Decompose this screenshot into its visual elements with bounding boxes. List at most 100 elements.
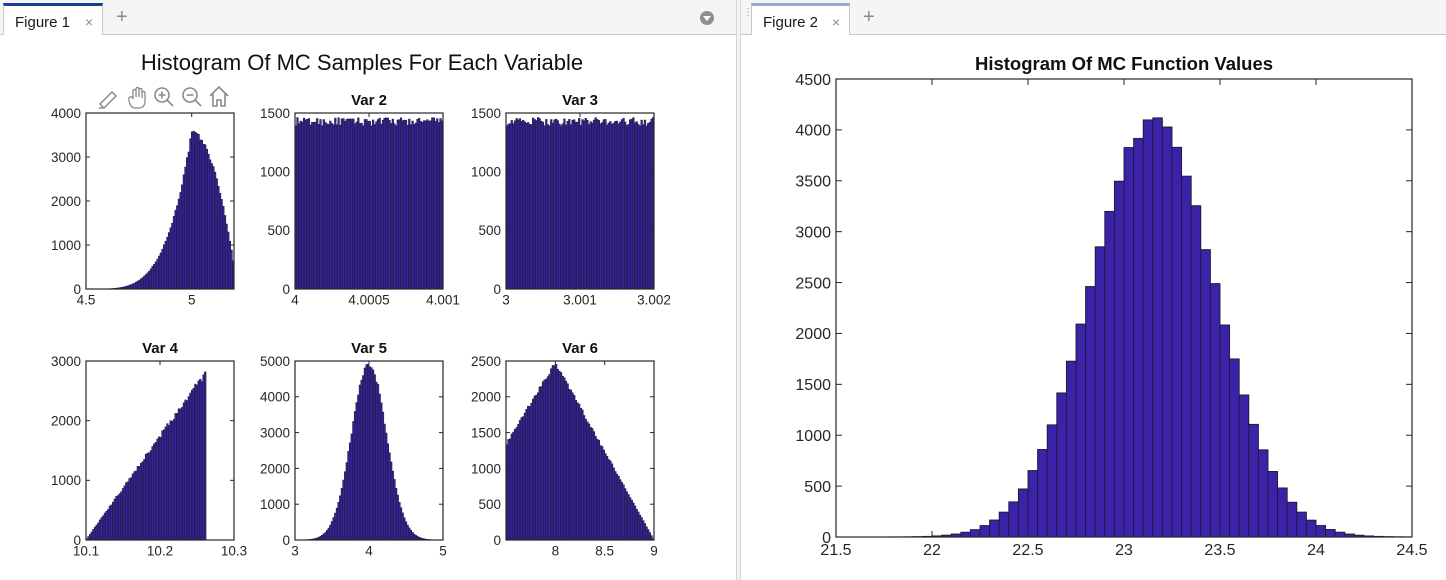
x-tick-label: 3.002: [637, 293, 671, 308]
y-tick-label: 0: [493, 533, 501, 548]
axes-var2[interactable]: 0 500 1000 1500 4 4.0005 4.001 Var 2: [260, 92, 460, 308]
x-tick-label: 5: [188, 293, 196, 308]
x-tick-label: 10.1: [73, 544, 99, 559]
histogram-bar: [1046, 424, 1058, 538]
histogram-bar: [1181, 175, 1192, 538]
axes-fvals[interactable]: 0 500 1000 1500 2000 2500 3000 3500 4000 4500 21.5…: [795, 53, 1427, 559]
tab-figure1[interactable]: Figure 1 ×: [3, 3, 103, 35]
y-tick-label: 4000: [260, 390, 290, 405]
histogram-bar: [998, 511, 1010, 538]
x-tick-label: 9: [650, 544, 658, 559]
pane-splitter[interactable]: [736, 0, 741, 580]
pan-hand-icon[interactable]: [128, 86, 146, 109]
y-tick-label: 1000: [471, 165, 501, 180]
y-tick-label: 5000: [260, 354, 290, 369]
x-tick-label: 4.001: [426, 293, 460, 308]
axes-title: Var 5: [351, 340, 387, 357]
add-tab-icon[interactable]: +: [116, 6, 128, 28]
histogram-bar: [1085, 286, 1096, 538]
histogram-bar: [979, 525, 991, 538]
y-tick-label: 0: [73, 282, 81, 297]
y-tick-label: 0: [822, 530, 831, 547]
histogram-bar: [1200, 249, 1211, 538]
axes-toolbar: [98, 85, 229, 110]
x-tick-label: 4: [291, 293, 299, 308]
y-tick-label: 2000: [51, 414, 81, 429]
histogram-bar: [1296, 511, 1307, 538]
x-tick-label: 4.0005: [348, 293, 389, 308]
y-tick-label: 3000: [795, 224, 831, 241]
histogram-bar: [1219, 324, 1231, 538]
x-tick-label: 3: [502, 293, 510, 308]
histogram-bar: [1171, 146, 1183, 538]
histogram-bar: [1142, 119, 1154, 538]
histogram-bar: [1286, 501, 1298, 538]
histogram-bar: [1104, 210, 1115, 538]
close-icon[interactable]: ×: [85, 14, 94, 30]
y-tick-label: 1500: [260, 106, 290, 121]
axes-var4[interactable]: 0 1000 2000 3000 10.1 10.2 10.3 Var 4: [51, 340, 247, 559]
zoom-out-icon[interactable]: [182, 87, 202, 107]
axes-var6[interactable]: 0 500 1000 1500 2000 2500 8 8.5 9 Var 6: [471, 340, 658, 559]
y-tick-label: 0: [282, 533, 290, 548]
y-tick-label: 3500: [795, 174, 831, 191]
figure2-tabstrip: ⋮ Figure 2 × +: [741, 0, 1446, 35]
y-tick-label: 3000: [260, 425, 290, 440]
histogram-bars-var6: [505, 364, 655, 541]
y-tick-label: 2000: [260, 461, 290, 476]
y-tick-label: 500: [267, 223, 290, 238]
home-icon[interactable]: [209, 85, 229, 107]
close-icon[interactable]: ×: [832, 14, 841, 30]
axes-var3[interactable]: 0 500 1000 1500 3 3.001 3.002 Var 3: [471, 92, 671, 308]
add-tab-icon[interactable]: +: [863, 6, 875, 28]
histogram-bar: [1037, 449, 1048, 538]
histogram-bar: [1056, 392, 1067, 538]
x-tick-label: 4: [365, 544, 373, 559]
histogram-bars-var1: [93, 130, 235, 290]
y-tick-label: 2500: [795, 275, 831, 292]
tab-menu-icon[interactable]: [700, 11, 714, 25]
y-tick-label: 1000: [260, 165, 290, 180]
y-tick-label: 2500: [471, 354, 501, 369]
histogram-bar: [1065, 360, 1077, 538]
y-tick-label: 2000: [795, 326, 831, 343]
x-tick-label: 5: [439, 544, 447, 559]
histogram-bar: [969, 529, 981, 538]
drag-grip-icon[interactable]: ⋮: [743, 7, 753, 18]
y-tick-label: 500: [478, 223, 501, 238]
axes-title: Histogram Of MC Function Values: [975, 53, 1273, 74]
histogram-bar: [1027, 470, 1039, 538]
figure1-canvas: Histogram Of MC Samples For Each Variabl…: [51, 50, 671, 559]
y-tick-label: 2000: [471, 390, 501, 405]
y-tick-label: 1500: [795, 377, 831, 394]
axes-title: Var 2: [351, 92, 387, 109]
zoom-in-icon[interactable]: [154, 87, 174, 107]
histogram-bar: [1248, 423, 1259, 538]
histogram-bar: [1133, 137, 1144, 538]
axes-var1[interactable]: 0 1000 2000 3000 4000 4.5 5: [51, 106, 235, 308]
histogram-bars-var2: [294, 117, 444, 290]
y-tick-label: 500: [478, 497, 501, 512]
figure1-pane: Figure 1 × + Histogram Of MC Samples For…: [0, 0, 736, 559]
y-tick-label: 1500: [471, 106, 501, 121]
axes-var5[interactable]: 0 1000 2000 3000 4000 5000 3 4 5 Var 5: [260, 340, 447, 559]
y-tick-label: 3000: [51, 354, 81, 369]
histogram-bar: [1161, 126, 1173, 538]
histogram-bars-var4: [85, 371, 207, 541]
y-tick-label: 0: [73, 533, 81, 548]
histogram-bar: [1152, 117, 1163, 538]
x-tick-label: 10.3: [221, 544, 247, 559]
x-tick-label: 10.2: [147, 544, 173, 559]
y-tick-label: 1000: [51, 238, 81, 253]
x-tick-label: 8.5: [595, 544, 614, 559]
histogram-bar: [1305, 519, 1317, 538]
tab-figure2[interactable]: Figure 2 ×: [751, 3, 850, 35]
brush-icon[interactable]: [98, 90, 118, 110]
histogram-bar: [960, 531, 971, 538]
histogram-bar: [1277, 487, 1288, 538]
axes-title: Var 4: [142, 340, 179, 357]
figure2-pane: ⋮ Figure 2 × + 0 500 1000 1500 2000 2500 3000 3…: [741, 0, 1446, 580]
figure1-tabstrip: Figure 1 × +: [0, 0, 736, 35]
histogram-bar: [1334, 531, 1346, 538]
histogram-bar: [1229, 358, 1240, 538]
